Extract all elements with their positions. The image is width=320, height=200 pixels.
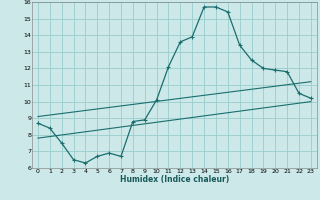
- X-axis label: Humidex (Indice chaleur): Humidex (Indice chaleur): [120, 175, 229, 184]
